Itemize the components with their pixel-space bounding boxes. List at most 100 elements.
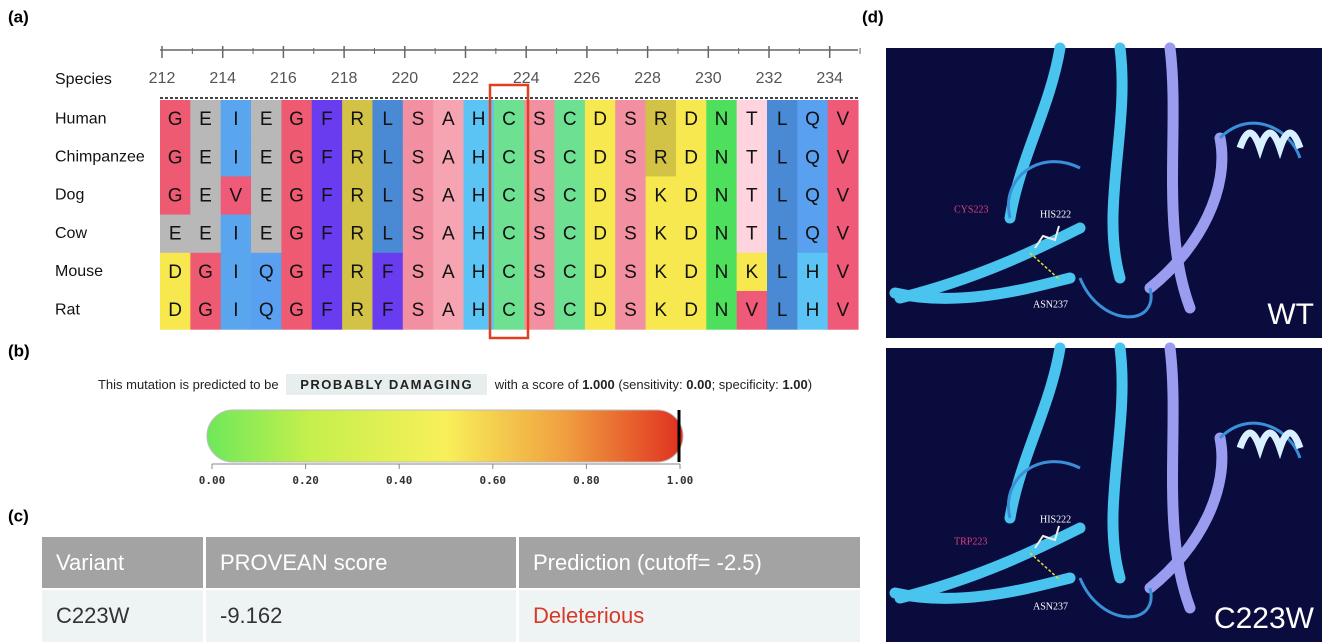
residue: V — [745, 300, 758, 321]
species-name: Human — [55, 110, 107, 127]
residue: L — [777, 300, 788, 321]
residue: V — [837, 186, 850, 207]
score: 1.000 — [582, 377, 615, 392]
position-label: 214 — [209, 70, 236, 87]
residue: G — [168, 186, 183, 207]
residue: K — [654, 186, 667, 207]
residue: Q — [805, 224, 820, 245]
residue: S — [624, 300, 637, 321]
text: ) — [808, 377, 812, 392]
residue: Q — [259, 300, 274, 321]
residue: R — [654, 109, 668, 130]
residue: I — [233, 109, 238, 130]
residue: V — [837, 262, 850, 283]
residue: C — [502, 300, 516, 321]
residue: I — [233, 147, 238, 168]
residue-label: HIS222 — [1040, 209, 1071, 220]
residue: A — [442, 224, 455, 245]
residue: L — [382, 147, 393, 168]
residue: D — [684, 224, 698, 245]
header-text: Variant — [56, 550, 124, 575]
residue-label: CYS223 — [954, 204, 988, 215]
residue: R — [350, 147, 364, 168]
residue: C — [563, 300, 577, 321]
structure-tag: C223W — [1214, 602, 1315, 635]
residue: H — [806, 262, 820, 283]
residue: S — [412, 186, 425, 207]
residue: H — [472, 300, 486, 321]
residue: S — [533, 147, 546, 168]
residue: G — [289, 262, 304, 283]
residue: E — [199, 224, 212, 245]
scale-label: 0.00 — [199, 474, 226, 487]
residue: S — [533, 262, 546, 283]
cell-text: C223W — [56, 603, 130, 628]
residue: I — [233, 262, 238, 283]
scale-label: 1.00 — [667, 474, 694, 487]
cell-text: Deleterious — [533, 603, 644, 628]
position-label: 232 — [756, 70, 783, 87]
text: with a score of — [495, 377, 579, 392]
position-label: 220 — [391, 70, 418, 87]
header-text: Prediction (cutoff= -2.5) — [533, 550, 762, 575]
residue: L — [382, 109, 393, 130]
residue: T — [746, 147, 758, 168]
position-label: 226 — [574, 70, 601, 87]
position-label: 234 — [816, 70, 843, 87]
residue: F — [321, 262, 333, 283]
residue: C — [563, 262, 577, 283]
residue: H — [472, 224, 486, 245]
scale-label: 0.60 — [480, 474, 507, 487]
position-label: 218 — [331, 70, 358, 87]
position-label: 212 — [149, 70, 176, 87]
residue: K — [745, 262, 758, 283]
residue: L — [777, 147, 788, 168]
residue: F — [321, 109, 333, 130]
residue: E — [260, 224, 273, 245]
residue: L — [777, 109, 788, 130]
residue: G — [198, 262, 213, 283]
residue: R — [350, 300, 364, 321]
residue: E — [199, 109, 212, 130]
residue: S — [624, 147, 637, 168]
residue: F — [382, 300, 394, 321]
residue: C — [563, 109, 577, 130]
figure-canvas: (a) (b) (c) (d) Species 2122142162182202… — [0, 0, 1322, 642]
residue: G — [289, 147, 304, 168]
residue: V — [837, 300, 850, 321]
species-name: Mouse — [55, 263, 103, 280]
figure: (a) (b) (c) (d) Species 2122142162182202… — [0, 0, 1322, 642]
residue: T — [746, 109, 758, 130]
residue: D — [168, 262, 182, 283]
residue: G — [168, 147, 183, 168]
specificity: 1.00 — [782, 377, 807, 392]
residue: S — [624, 262, 637, 283]
panel-label: (c) — [8, 506, 29, 525]
residue: F — [321, 300, 333, 321]
residue: D — [684, 186, 698, 207]
residue: N — [715, 147, 729, 168]
residue: K — [654, 262, 667, 283]
residue: A — [442, 147, 455, 168]
prediction-badge: PROBABLY DAMAGING — [286, 374, 487, 395]
residue: S — [533, 300, 546, 321]
residue: S — [412, 300, 425, 321]
species-name: Chimpanzee — [55, 149, 145, 166]
residue: A — [442, 109, 455, 130]
residue: G — [168, 109, 183, 130]
residue: Q — [805, 109, 820, 130]
prediction-sentence: This mutation is predicted to be PROBABL… — [0, 377, 910, 392]
position-label: 228 — [634, 70, 661, 87]
residue: E — [260, 147, 273, 168]
panel-label: (b) — [8, 341, 30, 360]
residue: H — [472, 147, 486, 168]
position-label: 222 — [452, 70, 479, 87]
residue: R — [350, 186, 364, 207]
residue: T — [746, 224, 758, 245]
residue: T — [746, 186, 758, 207]
text: (sensitivity: — [618, 377, 682, 392]
residue: A — [442, 186, 455, 207]
residue: S — [533, 186, 546, 207]
residue: G — [289, 224, 304, 245]
